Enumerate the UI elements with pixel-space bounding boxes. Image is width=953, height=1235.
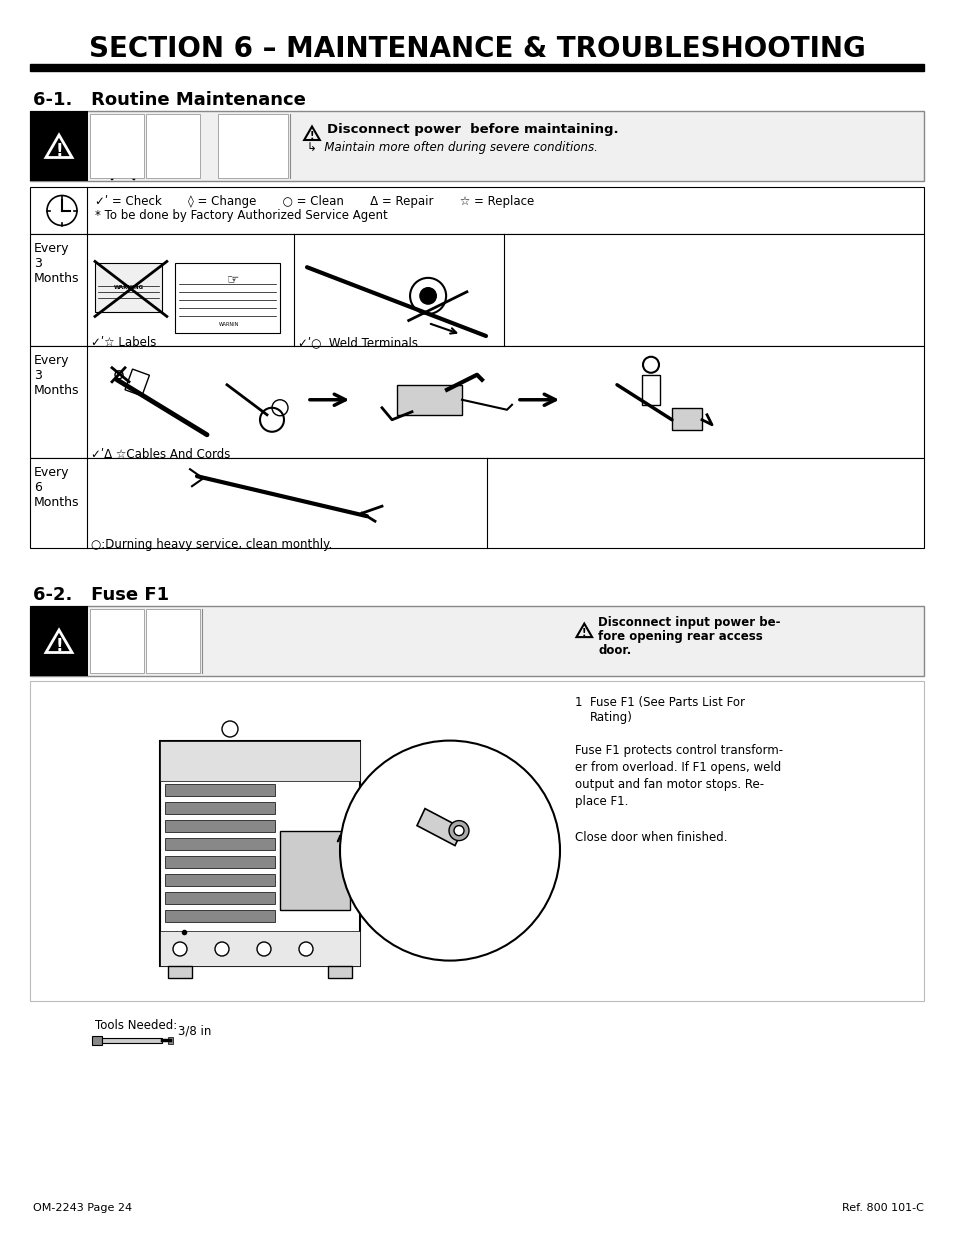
Text: fore opening rear access: fore opening rear access (598, 630, 762, 643)
Circle shape (111, 611, 125, 625)
Circle shape (256, 942, 271, 956)
Circle shape (47, 195, 77, 226)
Text: Every
6
Months: Every 6 Months (34, 466, 79, 509)
Bar (30, 111, 923, 182)
Bar (168, 1037, 172, 1044)
Circle shape (115, 370, 123, 379)
Bar (165, 874, 274, 885)
Bar (146, 114, 200, 178)
Bar (165, 820, 274, 832)
Text: Every
3
Months: Every 3 Months (34, 242, 79, 285)
Text: 1: 1 (575, 697, 582, 709)
Text: Ref. 800 101-C: Ref. 800 101-C (841, 1203, 923, 1213)
Bar (30, 606, 88, 676)
Bar (396, 385, 461, 415)
Text: Disconnect input power be-: Disconnect input power be- (598, 616, 780, 629)
Circle shape (419, 288, 436, 304)
Circle shape (222, 721, 237, 737)
Bar (168, 966, 192, 978)
Text: ✓ʹ☆ Labels: ✓ʹ☆ Labels (91, 336, 156, 350)
Text: Tools Needed:: Tools Needed: (95, 1019, 177, 1032)
Text: WARNIN: WARNIN (218, 322, 238, 327)
Text: ☞: ☞ (226, 273, 238, 287)
Bar (30, 346, 923, 458)
Bar (30, 233, 923, 346)
Text: Close door when finished.: Close door when finished. (575, 831, 727, 844)
Bar (165, 892, 274, 904)
Text: ✓ʹ○  Weld Terminals: ✓ʹ○ Weld Terminals (297, 336, 417, 350)
Text: 6-1.   Routine Maintenance: 6-1. Routine Maintenance (33, 91, 306, 109)
Text: ↳  Maintain more often during severe conditions.: ↳ Maintain more often during severe cond… (307, 141, 598, 154)
Text: 6-2.   Fuse F1: 6-2. Fuse F1 (33, 585, 169, 604)
Bar (165, 910, 274, 923)
Bar (160, 741, 359, 781)
Circle shape (449, 820, 469, 841)
Bar (280, 831, 350, 910)
Text: ✓ʹ = Check       ◊ = Change       ○ = Clean       Δ = Repair       ☆ = Replace: ✓ʹ = Check ◊ = Change ○ = Clean Δ = Repa… (95, 195, 534, 207)
Bar (30, 606, 923, 676)
Text: !: ! (55, 142, 63, 159)
Circle shape (117, 121, 132, 137)
Text: !: ! (55, 637, 63, 655)
Bar (30, 458, 923, 548)
Text: ○:Durning heavy service, clean monthly.: ○:Durning heavy service, clean monthly. (91, 538, 332, 551)
Circle shape (214, 942, 229, 956)
Bar (328, 966, 352, 978)
Bar (165, 839, 274, 850)
Text: OM-2243 Page 24: OM-2243 Page 24 (33, 1203, 132, 1213)
Text: Disconnect power  before maintaining.: Disconnect power before maintaining. (327, 124, 618, 136)
Text: door.: door. (598, 643, 631, 657)
Bar (95, 263, 162, 312)
Circle shape (454, 826, 463, 836)
Bar (160, 931, 359, 966)
Circle shape (298, 942, 313, 956)
Bar (218, 114, 288, 178)
Bar (641, 374, 659, 405)
Text: WARNING: WARNING (113, 285, 143, 290)
Bar (30, 186, 923, 233)
Bar (90, 609, 144, 673)
Bar (30, 680, 923, 1002)
Bar (91, 1036, 102, 1045)
Bar (30, 64, 923, 70)
Bar (90, 114, 144, 178)
Text: SECTION 6 – MAINTENANCE & TROUBLESHOOTING: SECTION 6 – MAINTENANCE & TROUBLESHOOTIN… (89, 35, 864, 63)
Circle shape (172, 942, 187, 956)
Text: ✓ʹΔ ☆Cables And Cords: ✓ʹΔ ☆Cables And Cords (91, 448, 230, 461)
Bar (102, 1037, 162, 1044)
Bar (671, 408, 701, 430)
Text: Every
3
Months: Every 3 Months (34, 354, 79, 396)
Bar (125, 369, 150, 396)
Bar (165, 802, 274, 814)
Bar (165, 856, 274, 868)
Text: Fuse F1 (See Parts List For
Rating): Fuse F1 (See Parts List For Rating) (589, 697, 744, 724)
Text: * To be done by Factory Authorized Service Agent: * To be done by Factory Authorized Servi… (95, 209, 387, 222)
Bar (165, 784, 274, 797)
Bar (160, 741, 359, 966)
Bar (175, 263, 280, 332)
Bar (146, 609, 200, 673)
Text: 1: 1 (386, 779, 394, 792)
Text: !: ! (310, 131, 314, 141)
Text: Fuse F1 protects control transform-
er from overload. If F1 opens, weld
output a: Fuse F1 protects control transform- er f… (575, 743, 782, 808)
Circle shape (339, 741, 559, 961)
Bar (30, 111, 88, 182)
Text: 3/8 in: 3/8 in (178, 1025, 212, 1037)
Text: !: ! (581, 629, 586, 638)
Polygon shape (416, 809, 462, 846)
